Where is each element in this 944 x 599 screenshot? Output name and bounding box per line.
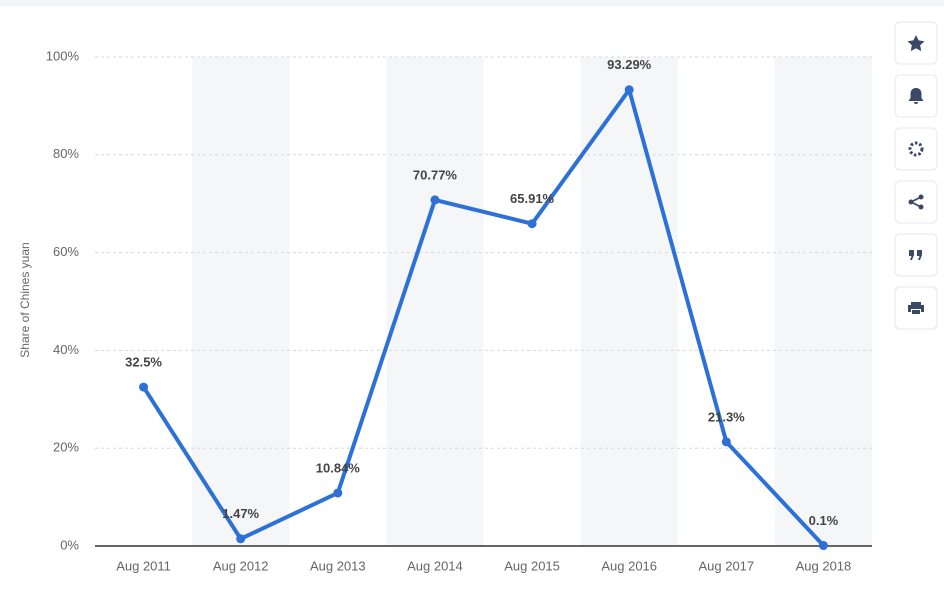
point bbox=[236, 534, 246, 544]
settings-button[interactable] bbox=[894, 127, 938, 171]
value-label: 65.91% bbox=[510, 191, 555, 206]
print-icon bbox=[908, 302, 924, 314]
toolbar bbox=[894, 21, 938, 330]
y-tick-label: 80% bbox=[53, 146, 79, 161]
star-icon bbox=[907, 35, 925, 52]
quote-icon bbox=[909, 250, 922, 260]
band bbox=[580, 57, 678, 546]
point bbox=[721, 437, 731, 447]
x-tick-label: Aug 2015 bbox=[504, 558, 560, 573]
x-tick-label: Aug 2017 bbox=[698, 558, 754, 573]
x-tick-label: Aug 2016 bbox=[601, 558, 657, 573]
point bbox=[139, 382, 149, 392]
point bbox=[818, 541, 828, 551]
grid: 0% 20% 40% 60% 80% 100% bbox=[46, 48, 872, 552]
cite-button[interactable] bbox=[894, 233, 938, 277]
value-label: 10.84% bbox=[316, 460, 361, 475]
x-tick-label: Aug 2013 bbox=[310, 558, 366, 573]
y-tick-label: 100% bbox=[46, 48, 80, 63]
x-tick-label: Aug 2014 bbox=[407, 558, 463, 573]
point bbox=[333, 488, 343, 498]
x-tick-label: Aug 2012 bbox=[213, 558, 269, 573]
point bbox=[624, 85, 634, 95]
bell-icon bbox=[908, 88, 924, 104]
x-tick-label: Aug 2011 bbox=[116, 558, 171, 573]
value-label: 1.47% bbox=[222, 506, 259, 521]
point bbox=[527, 219, 537, 229]
y-axis-title: Share of Chines yuan bbox=[18, 242, 32, 357]
top-bar bbox=[0, 0, 944, 6]
gear-icon bbox=[908, 141, 924, 157]
y-tick-label: 0% bbox=[60, 537, 79, 552]
y-tick-label: 20% bbox=[53, 440, 79, 455]
x-tick-label: Aug 2018 bbox=[796, 558, 852, 573]
share-button[interactable] bbox=[894, 180, 938, 224]
share-icon bbox=[908, 194, 924, 210]
y-tick-label: 60% bbox=[53, 244, 79, 259]
value-label: 70.77% bbox=[413, 167, 458, 182]
value-label: 0.1% bbox=[809, 513, 839, 528]
bands bbox=[192, 57, 872, 546]
band bbox=[192, 57, 290, 546]
value-label: 21.3% bbox=[708, 409, 745, 424]
plot: Aug 2011 Aug 2012 Aug 2013 Aug 2014 Aug 2015… bbox=[116, 57, 851, 573]
value-label: 32.5% bbox=[125, 355, 162, 370]
value-label: 93.29% bbox=[607, 57, 652, 72]
line bbox=[141, 87, 825, 547]
point bbox=[430, 195, 440, 205]
y-tick-label: 40% bbox=[53, 342, 79, 357]
band bbox=[774, 57, 872, 546]
